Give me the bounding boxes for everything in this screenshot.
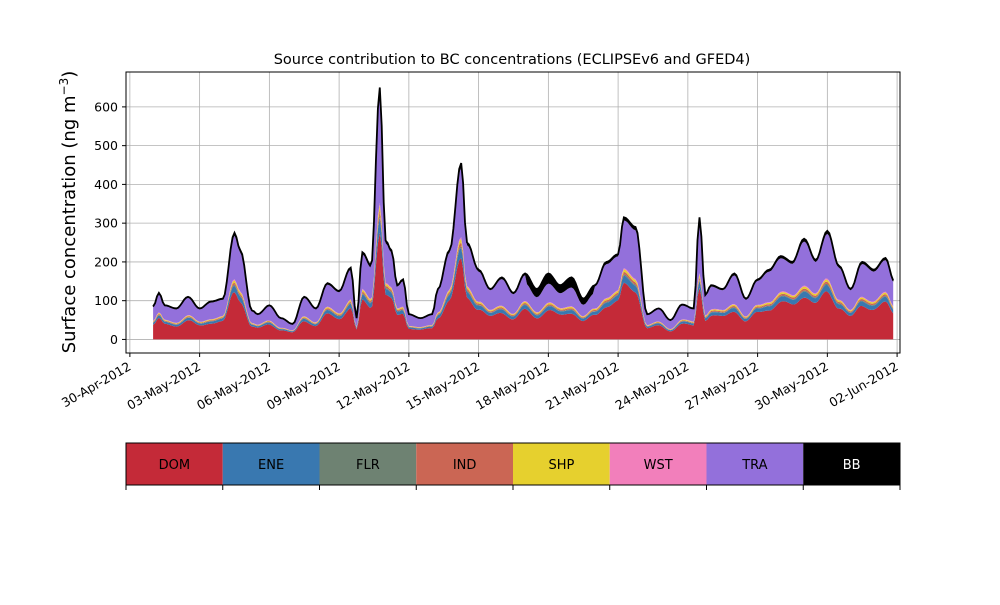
x-tick-label: 03-May-2012	[124, 359, 203, 413]
x-tick-label: 30-Apr-2012	[59, 359, 133, 411]
x-tick-label: 18-May-2012	[473, 359, 552, 413]
legend-swatch-shp	[513, 443, 610, 485]
legend-swatch-dom	[126, 443, 223, 485]
y-axis-label-close: )	[59, 71, 80, 78]
legend-swatch-flr	[319, 443, 417, 485]
legend-swatch-ene	[222, 443, 320, 485]
legend-label-wst: WST	[644, 458, 673, 473]
y-tick-label: 100	[94, 293, 118, 308]
y-tick-label: 0	[110, 332, 118, 347]
legend-colorbar: DOM ENE FLR IND SHP WST TRA BB	[125, 442, 901, 490]
legend-swatch-ind	[416, 443, 513, 485]
x-tick-label: 12-May-2012	[334, 359, 413, 413]
y-tick-label: 400	[94, 177, 118, 192]
x-tick-label: 06-May-2012	[194, 359, 273, 413]
legend-label-ind: IND	[453, 458, 477, 473]
y-tick-label: 500	[94, 138, 118, 153]
axes: 0 100 200 300 400 500 600 30-Apr-201203-May-201…	[59, 71, 901, 413]
x-tick-label: 15-May-2012	[403, 359, 482, 413]
y-tick-label: 600	[94, 99, 118, 114]
legend-swatch-tra	[706, 443, 804, 485]
stacked-areas	[152, 87, 895, 340]
legend-label-flr: FLR	[356, 458, 380, 473]
total-line	[152, 87, 895, 325]
area-tra	[153, 94, 894, 331]
y-axis-label-superscript: −3	[57, 78, 71, 96]
y-tick-label: 200	[94, 254, 118, 269]
area-ene	[153, 217, 894, 333]
x-tick-label: 21-May-2012	[543, 359, 622, 413]
y-tick-label: 300	[94, 216, 118, 231]
y-axis-label: Surface concentration (ng m−3)	[57, 71, 80, 354]
x-tick-label: 09-May-2012	[264, 359, 343, 413]
x-tick-label: 24-May-2012	[613, 359, 692, 413]
legend-label-bb: BB	[843, 458, 861, 473]
legend-label-shp: SHP	[548, 458, 574, 473]
legend-label-ene: ENE	[258, 458, 284, 473]
plot-frame	[125, 71, 901, 354]
legend-swatch-wst	[609, 443, 707, 485]
y-axis-label-main: Surface concentration (ng m	[59, 95, 80, 353]
x-tick-label: 27-May-2012	[682, 359, 761, 413]
chart-title: Source contribution to BC concentrations…	[274, 52, 751, 68]
legend-label-tra: TRA	[741, 458, 767, 473]
x-tick-label: 02-Jun-2012	[826, 359, 900, 410]
legend-label-dom: DOM	[159, 458, 190, 473]
x-tick-label: 30-May-2012	[752, 359, 831, 413]
legend-swatch-bb	[803, 443, 900, 485]
area-dom	[153, 232, 894, 340]
